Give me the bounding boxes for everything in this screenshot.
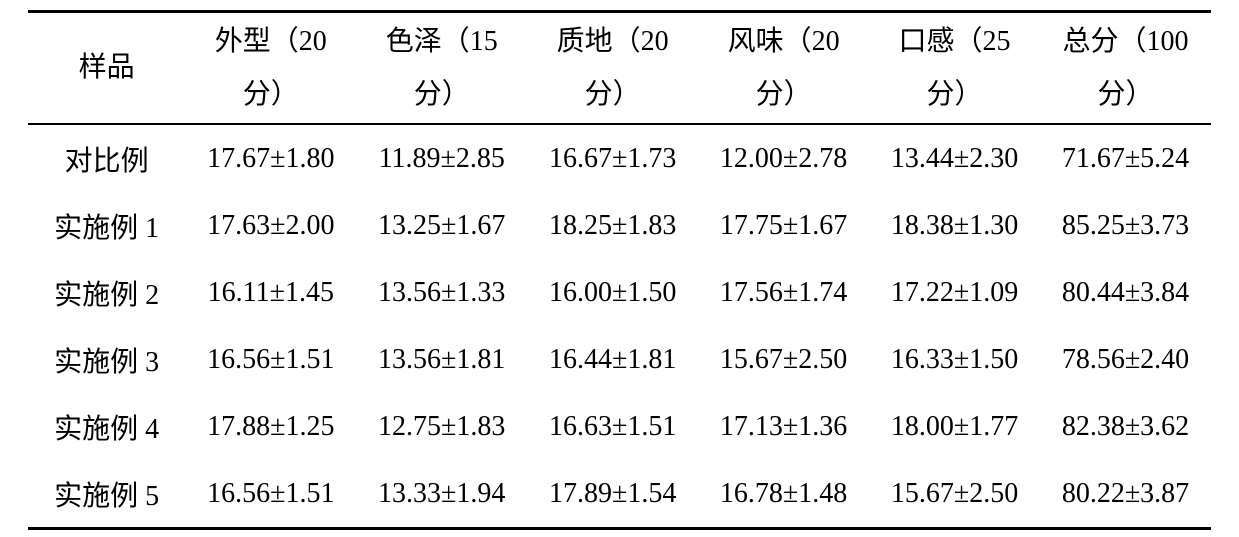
header-text: 风味（20 <box>698 15 869 68</box>
cell-value: 16.63±1.51 <box>527 411 698 443</box>
cell-value: 18.00±1.77 <box>869 411 1040 443</box>
col-header-appearance: 外型（20 分） <box>185 12 356 125</box>
header-text: 色泽（15 <box>356 15 527 68</box>
table-row: 实施例 5 16.56±1.51 13.33±1.94 17.89±1.54 1… <box>28 460 1211 529</box>
cell-value: 16.67±1.73 <box>527 143 698 175</box>
header-text: 外型（20 <box>185 15 356 68</box>
header-text: 样品 <box>28 41 185 94</box>
col-header-sample: 样品 <box>28 12 185 125</box>
sample-name: 实施例 4 <box>28 407 185 447</box>
cell-value: 15.67±2.50 <box>869 478 1040 510</box>
table-container: 样品 外型（20 分） 色泽（15 分） <box>0 0 1239 537</box>
header-text: 质地（20 <box>527 15 698 68</box>
cell-value: 17.89±1.54 <box>527 478 698 510</box>
sample-name: 实施例 1 <box>28 206 185 246</box>
cell-value: 17.56±1.74 <box>698 277 869 309</box>
cell-value: 11.89±2.85 <box>356 143 527 175</box>
cell-value: 13.25±1.67 <box>356 210 527 242</box>
table-row: 实施例 1 17.63±2.00 13.25±1.67 18.25±1.83 1… <box>28 192 1211 259</box>
cell-value: 13.56±1.81 <box>356 344 527 376</box>
sample-name: 对比例 <box>28 139 185 179</box>
header-text: 分） <box>698 68 869 121</box>
cell-value: 17.63±2.00 <box>185 210 356 242</box>
cell-value: 17.13±1.36 <box>698 411 869 443</box>
cell-value: 80.44±3.84 <box>1040 277 1211 309</box>
table-header-row: 样品 外型（20 分） 色泽（15 分） <box>28 12 1211 125</box>
cell-value: 78.56±2.40 <box>1040 344 1211 376</box>
sample-name: 实施例 3 <box>28 340 185 380</box>
cell-value: 13.56±1.33 <box>356 277 527 309</box>
table-row: 实施例 4 17.88±1.25 12.75±1.83 16.63±1.51 1… <box>28 393 1211 460</box>
table-row: 对比例 17.67±1.80 11.89±2.85 16.67±1.73 12.… <box>28 124 1211 192</box>
cell-value: 71.67±5.24 <box>1040 143 1211 175</box>
col-header-mouthfeel: 口感（25 分） <box>869 12 1040 125</box>
cell-value: 16.33±1.50 <box>869 344 1040 376</box>
table-body: 对比例 17.67±1.80 11.89±2.85 16.67±1.73 12.… <box>28 124 1211 529</box>
cell-value: 16.78±1.48 <box>698 478 869 510</box>
cell-value: 16.56±1.51 <box>185 344 356 376</box>
cell-value: 80.22±3.87 <box>1040 478 1211 510</box>
header-text: 分） <box>356 68 527 121</box>
cell-value: 17.22±1.09 <box>869 277 1040 309</box>
cell-value: 18.25±1.83 <box>527 210 698 242</box>
cell-value: 17.88±1.25 <box>185 411 356 443</box>
cell-value: 85.25±3.73 <box>1040 210 1211 242</box>
cell-value: 18.38±1.30 <box>869 210 1040 242</box>
cell-value: 17.67±1.80 <box>185 143 356 175</box>
col-header-flavor: 风味（20 分） <box>698 12 869 125</box>
col-header-color: 色泽（15 分） <box>356 12 527 125</box>
sample-name: 实施例 5 <box>28 474 185 514</box>
cell-value: 82.38±3.62 <box>1040 411 1211 443</box>
cell-value: 15.67±2.50 <box>698 344 869 376</box>
cell-value: 16.44±1.81 <box>527 344 698 376</box>
cell-value: 16.00±1.50 <box>527 277 698 309</box>
sensory-score-table: 样品 外型（20 分） 色泽（15 分） <box>28 10 1211 530</box>
cell-value: 17.75±1.67 <box>698 210 869 242</box>
cell-value: 12.75±1.83 <box>356 411 527 443</box>
header-text: 口感（25 <box>869 15 1040 68</box>
col-header-total: 总分（100 分） <box>1040 12 1211 125</box>
cell-value: 16.56±1.51 <box>185 478 356 510</box>
header-text: 总分（100 <box>1040 15 1211 68</box>
sample-name: 实施例 2 <box>28 273 185 313</box>
table-row: 实施例 2 16.11±1.45 13.56±1.33 16.00±1.50 1… <box>28 259 1211 326</box>
header-text: 分） <box>1040 68 1211 121</box>
table-row: 实施例 3 16.56±1.51 13.56±1.81 16.44±1.81 1… <box>28 326 1211 393</box>
col-header-texture: 质地（20 分） <box>527 12 698 125</box>
cell-value: 12.00±2.78 <box>698 143 869 175</box>
header-text: 分） <box>869 68 1040 121</box>
cell-value: 13.44±2.30 <box>869 143 1040 175</box>
cell-value: 16.11±1.45 <box>185 277 356 309</box>
header-text: 分） <box>527 68 698 121</box>
header-text: 分） <box>185 68 356 121</box>
cell-value: 13.33±1.94 <box>356 478 527 510</box>
